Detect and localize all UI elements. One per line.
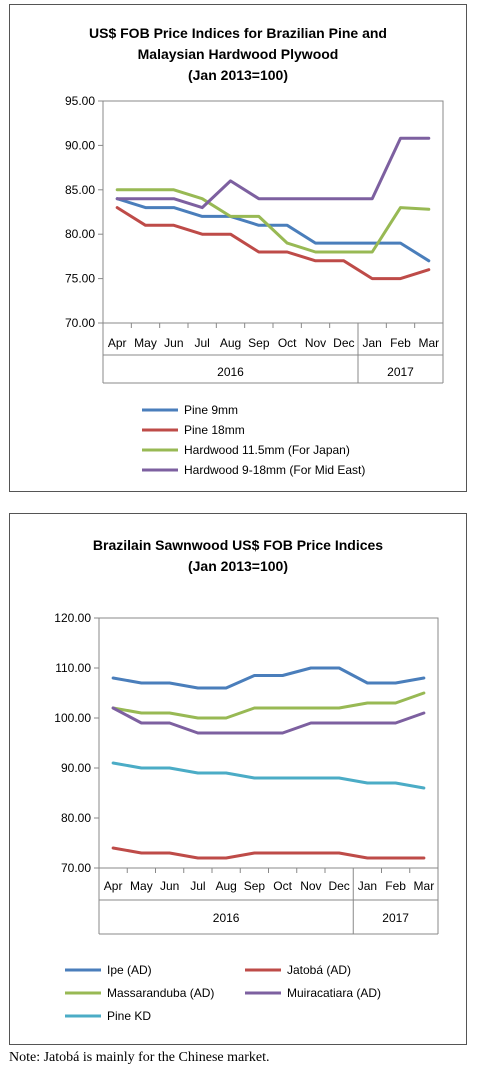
x-group-label: 2017 — [387, 365, 414, 379]
x-tick-label: May — [130, 879, 153, 893]
y-tick-label: 90.00 — [65, 138, 95, 152]
x-tick-label: Jul — [194, 336, 209, 350]
plywood-chart-panel: US$ FOB Price Indices for Brazilian Pine… — [9, 4, 467, 492]
y-tick-label: 95.00 — [65, 94, 95, 108]
x-tick-label: Aug — [220, 336, 241, 350]
x-tick-label: Feb — [385, 879, 406, 893]
chart-title-line: (Jan 2013=100) — [188, 67, 288, 83]
y-tick-label: 90.00 — [61, 761, 91, 775]
legend-label: Pine 18mm — [184, 423, 245, 437]
x-group-label: 2017 — [382, 911, 409, 925]
x-tick-label: Apr — [104, 879, 123, 893]
series-line-4 — [111, 706, 426, 735]
chart-title-line: (Jan 2013=100) — [188, 558, 288, 574]
x-tick-label: Mar — [414, 879, 435, 893]
x-tick-label: Jun — [164, 336, 183, 350]
x-tick-label: Feb — [390, 336, 411, 350]
y-tick-label: 75.00 — [65, 272, 95, 286]
x-tick-label: Dec — [328, 879, 349, 893]
y-tick-label: 110.00 — [55, 661, 91, 675]
plot-area — [98, 617, 439, 869]
y-tick-label: 85.00 — [65, 183, 95, 197]
x-tick-label: Jan — [358, 879, 377, 893]
x-tick-label: Mar — [418, 336, 439, 350]
legend-label: Ipe (AD) — [107, 963, 152, 977]
legend-label: Massaranduba (AD) — [107, 986, 214, 1000]
legend-label: Pine 9mm — [184, 403, 238, 417]
plot-area — [102, 100, 444, 324]
series-line-2 — [111, 846, 426, 860]
x-tick-label: May — [134, 336, 157, 350]
series-line-2 — [115, 206, 431, 281]
chart-title-line: US$ FOB Price Indices for Brazilian Pine… — [89, 25, 387, 41]
legend-label: Muiracatiara (AD) — [287, 986, 381, 1000]
x-tick-label: Nov — [300, 879, 321, 893]
y-tick-label: 120.00 — [54, 611, 91, 625]
series-line-3 — [111, 691, 426, 720]
chart-title-line: Malaysian Hardwood Plywood — [138, 46, 339, 62]
legend-label: Pine KD — [107, 1009, 151, 1023]
legend-label: Hardwood 11.5mm (For Japan) — [184, 443, 350, 457]
y-tick-label: 80.00 — [61, 811, 91, 825]
y-tick-label: 80.00 — [65, 227, 95, 241]
x-tick-label: Nov — [305, 336, 326, 350]
x-tick-label: Dec — [333, 336, 354, 350]
x-tick-label: Jun — [160, 879, 179, 893]
x-tick-label: Sep — [248, 336, 270, 350]
sawnwood-price-chart: Brazilain Sawnwood US$ FOB Price Indices… — [54, 537, 439, 1023]
x-tick-label: Apr — [108, 336, 127, 350]
series-line-3 — [115, 188, 431, 254]
x-tick-label: Oct — [273, 879, 292, 893]
sawnwood-chart-panel: Brazilain Sawnwood US$ FOB Price Indices… — [9, 513, 467, 1045]
x-tick-label: Jul — [190, 879, 205, 893]
y-tick-label: 70.00 — [65, 316, 95, 330]
y-tick-label: 100.00 — [54, 711, 91, 725]
x-tick-label: Oct — [278, 336, 297, 350]
legend-label: Jatobá (AD) — [287, 963, 351, 977]
x-group-label: 2016 — [217, 365, 244, 379]
legend-label: Hardwood 9-18mm (For Mid East) — [184, 463, 365, 477]
x-tick-label: Jan — [362, 336, 381, 350]
x-group-label: 2016 — [213, 911, 240, 925]
plywood-price-chart: US$ FOB Price Indices for Brazilian Pine… — [65, 25, 444, 477]
series-line-5 — [111, 761, 426, 790]
footnote: Note: Jatobá is mainly for the Chinese m… — [9, 1050, 270, 1065]
series-line-4 — [115, 136, 431, 210]
x-tick-label: Aug — [215, 879, 236, 893]
x-tick-label: Sep — [244, 879, 266, 893]
series-line-1 — [111, 666, 426, 690]
y-tick-label: 70.00 — [61, 861, 91, 875]
chart-title-line: Brazilain Sawnwood US$ FOB Price Indices — [93, 537, 383, 553]
